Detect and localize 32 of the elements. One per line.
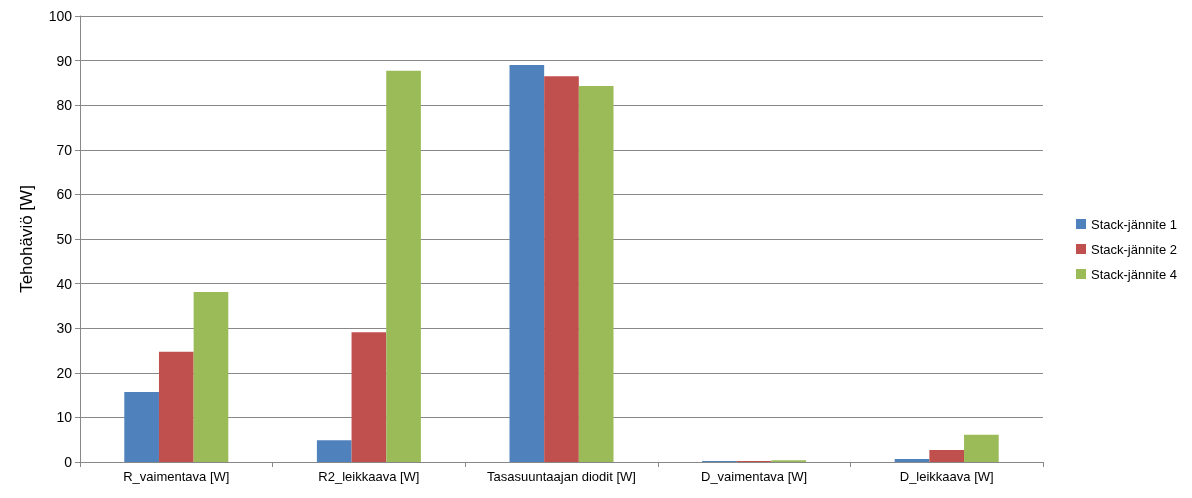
- bar: [544, 76, 579, 462]
- y-tick-label: 40: [56, 275, 73, 292]
- legend-label: Stack-jännite 2: [1091, 241, 1178, 257]
- bar: [158, 351, 194, 462]
- bar: [929, 449, 965, 462]
- y-tick-label: 20: [56, 364, 73, 381]
- y-tick-label: 50: [56, 231, 73, 247]
- y-tick-label: 10: [56, 409, 73, 426]
- bar: [316, 440, 352, 462]
- bar: [124, 391, 159, 462]
- y-tick-label: 60: [56, 186, 73, 203]
- y-tick-label: 70: [56, 141, 73, 158]
- x-tick-label: R_vaimentava [W]: [123, 469, 230, 484]
- bar: [351, 332, 387, 462]
- bar: [509, 65, 545, 462]
- bar: [894, 458, 930, 462]
- bar: [386, 70, 421, 462]
- x-tick-label: Tasasuuntaajan diodit [W]: [487, 469, 636, 484]
- x-tick-label: D_vaimentava [W]: [701, 469, 808, 484]
- bar: [578, 86, 614, 462]
- legend-label: Stack-jännite 1: [1091, 216, 1178, 232]
- bar: [964, 434, 999, 462]
- bar: [193, 292, 229, 462]
- y-tick-label: 100: [48, 8, 73, 24]
- y-tick-label: 90: [56, 52, 73, 69]
- y-axis-title: Tehohäviö [W]: [17, 185, 36, 293]
- y-tick-label: 0: [64, 454, 73, 470]
- x-tick-label: D_leikkaava [W]: [899, 469, 994, 484]
- y-tick-label: 80: [56, 97, 73, 114]
- legend-label: Stack-jännite 4: [1091, 266, 1178, 282]
- y-tick-label: 30: [56, 320, 73, 337]
- x-tick-label: R2_leikkaava [W]: [318, 469, 420, 484]
